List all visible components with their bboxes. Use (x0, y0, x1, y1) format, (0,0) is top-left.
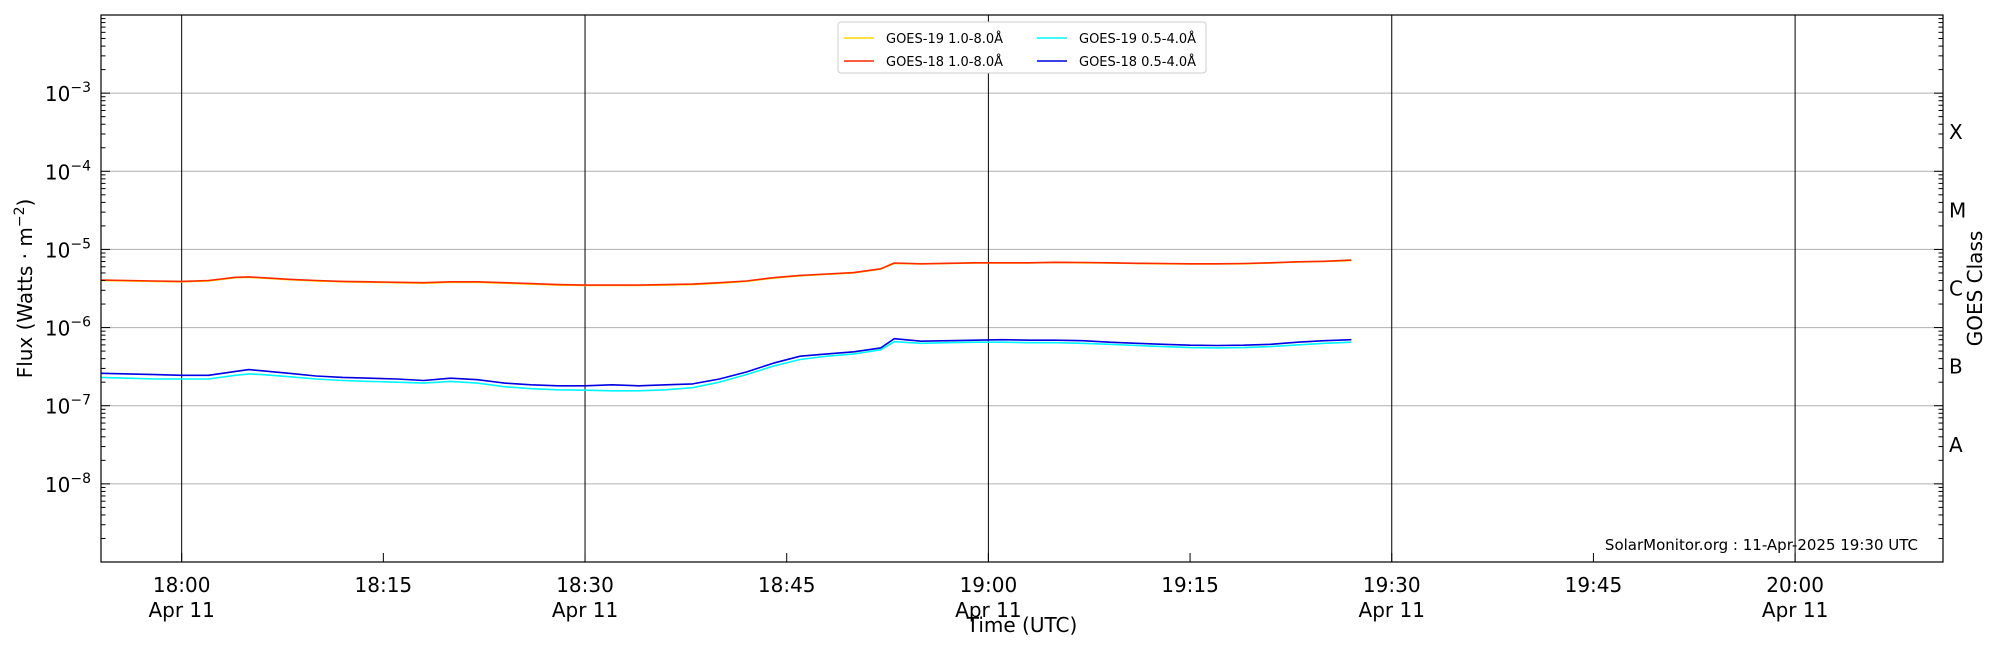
y-tick-label-base: 10 (45, 238, 70, 262)
x-tick-date-label: Apr 11 (955, 598, 1021, 622)
y-axis-label: Flux (Watts · m−2) (12, 199, 37, 379)
legend-label: GOES-18 0.5-4.0Å (1079, 54, 1196, 70)
x-axis-label: Time (UTC) (966, 613, 1078, 637)
y-tick-label-exponent: −3 (70, 80, 91, 96)
goes-class-label: B (1949, 355, 1963, 379)
y-tick-label: 10−5 (45, 236, 91, 262)
x-tick-label: 19:00 (960, 573, 1018, 597)
legend-box (837, 21, 1207, 74)
goes-class-label: M (1949, 198, 1966, 222)
series-line (100, 340, 1352, 392)
y-tick-label-base: 10 (45, 317, 70, 341)
y-tick-label-base: 10 (45, 395, 70, 419)
credit-text: SolarMonitor.org : 11-Apr-2025 19:30 UTC (1605, 536, 1918, 554)
y-tick-label: 10−3 (45, 80, 91, 106)
x-tick-label: 19:15 (1161, 573, 1219, 597)
x-tick-label: 18:15 (355, 573, 413, 597)
plot-frame (100, 14, 1944, 563)
y-tick-label-base: 10 (45, 473, 70, 497)
y-tick-label-exponent: −5 (70, 236, 91, 252)
y-axis-label-main: Flux (Watts · m (13, 227, 37, 378)
x-tick-label: 18:30 (556, 573, 614, 597)
legend-label: GOES-19 0.5-4.0Å (1079, 31, 1196, 47)
goes-class-label: A (1949, 433, 1963, 457)
y-tick-label-exponent: −8 (70, 471, 91, 487)
x-tick-date-label: Apr 11 (1762, 598, 1828, 622)
goes-class-label: X (1949, 120, 1963, 144)
x-tick-label: 19:30 (1363, 573, 1421, 597)
y-tick-label-base: 10 (45, 160, 70, 184)
goes-class-axis-label: GOES Class (1963, 231, 1987, 347)
x-tick-label: 19:45 (1565, 573, 1623, 597)
series-line (100, 337, 1352, 387)
x-tick-label: 18:00 (153, 573, 211, 597)
legend-label: GOES-19 1.0-8.0Å (886, 31, 1003, 47)
x-tick-date-label: Apr 11 (1359, 598, 1425, 622)
y-tick-label-exponent: −4 (70, 158, 91, 174)
y-tick-label: 10−4 (45, 158, 91, 184)
y-tick-label: 10−8 (45, 471, 91, 497)
x-tick-label: 20:00 (1766, 573, 1824, 597)
x-tick-date-label: Apr 11 (552, 598, 618, 622)
legend: GOES-19 1.0-8.0Å GOES-18 1.0-8.0Å GOES-19 … (837, 21, 1207, 74)
series-lines (100, 259, 1352, 392)
axis-ticks (101, 18, 1943, 563)
y-tick-label-base: 10 (45, 82, 70, 106)
y-tick-label: 10−7 (45, 393, 91, 419)
y-axis-label-superscript: −2 (12, 207, 28, 228)
y-tick-label: 10−6 (45, 315, 91, 341)
series-line (100, 259, 1352, 286)
grid-lines (101, 15, 1943, 562)
x-tick-label: 18:45 (758, 573, 816, 597)
y-tick-label-exponent: −7 (70, 393, 91, 409)
y-axis-label-close: ) (13, 199, 37, 207)
x-tick-date-label: Apr 11 (148, 598, 214, 622)
goes-class-label: C (1949, 277, 1963, 301)
y-tick-label-exponent: −6 (70, 315, 91, 331)
legend-label: GOES-18 1.0-8.0Å (886, 54, 1003, 70)
